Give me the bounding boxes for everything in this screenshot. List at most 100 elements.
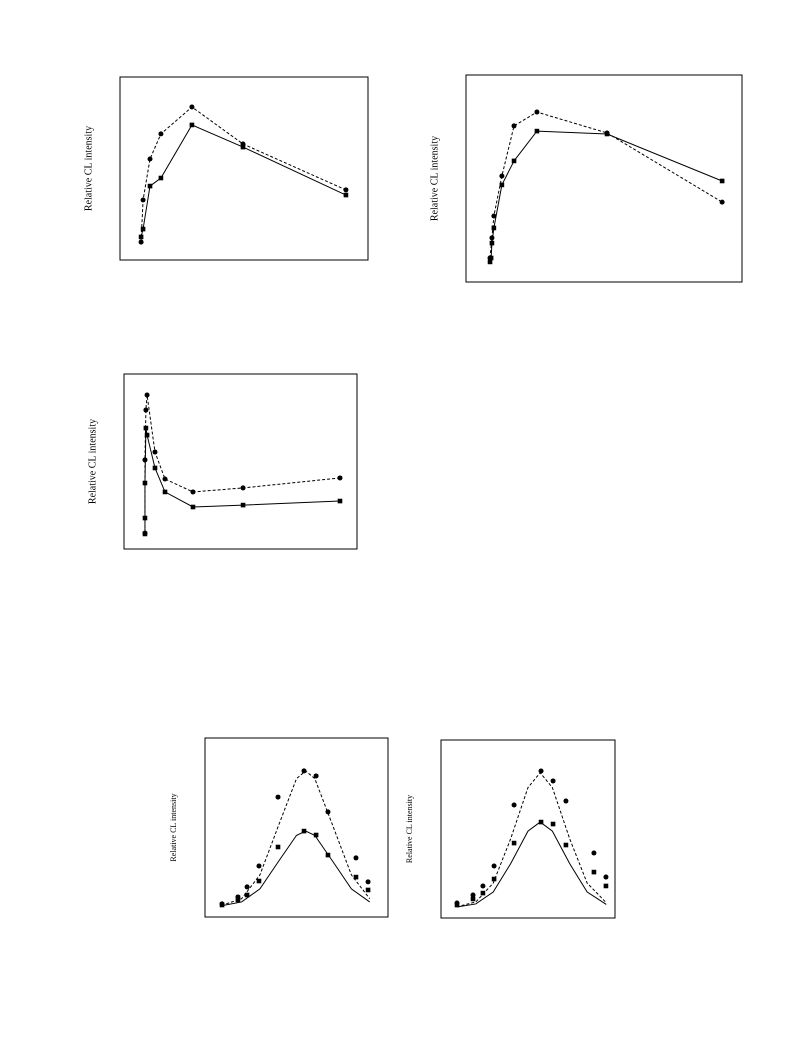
data-point <box>190 504 196 510</box>
y-axis-label: Relative CL intensity <box>83 126 94 211</box>
data-point <box>491 863 497 869</box>
data-point <box>480 890 486 896</box>
data-point <box>138 239 144 245</box>
data-point <box>142 480 148 486</box>
data-point <box>365 887 371 893</box>
series-line <box>456 821 607 908</box>
data-point <box>143 407 149 413</box>
data-point <box>219 902 225 908</box>
data-point <box>144 392 150 398</box>
data-point <box>189 122 195 128</box>
series-line <box>144 427 341 534</box>
chart: Relative CL intensity <box>405 739 616 919</box>
data-point <box>189 104 195 110</box>
data-point <box>591 850 597 856</box>
data-point <box>158 131 164 137</box>
data-point <box>591 869 597 875</box>
plot-frame <box>119 76 369 261</box>
chart: Relative CL intensity <box>83 76 369 261</box>
data-point <box>550 821 556 827</box>
data-point <box>140 197 146 203</box>
chart: Relative CL intensity <box>429 74 743 283</box>
data-point <box>244 884 250 890</box>
data-point <box>313 832 319 838</box>
data-point <box>240 485 246 491</box>
data-point <box>480 883 486 889</box>
data-point <box>301 768 307 774</box>
data-point <box>256 863 262 869</box>
data-point <box>235 897 241 903</box>
data-point <box>343 187 349 193</box>
data-point <box>325 809 331 815</box>
data-point <box>487 259 493 265</box>
data-point <box>470 896 476 902</box>
data-point <box>325 852 331 858</box>
data-point <box>190 489 196 495</box>
data-point <box>719 178 725 184</box>
data-point <box>499 182 505 188</box>
plot-frame <box>204 737 389 918</box>
data-point <box>152 449 158 455</box>
y-axis-label: Relative CL intensity <box>87 419 98 504</box>
data-point <box>603 874 609 880</box>
data-point <box>138 234 144 240</box>
series-line <box>221 830 370 907</box>
data-point <box>142 515 148 521</box>
data-point <box>275 794 281 800</box>
data-point <box>603 883 609 889</box>
series-line <box>489 130 723 263</box>
data-point <box>534 109 540 115</box>
data-point <box>489 235 495 241</box>
data-point <box>147 156 153 162</box>
data-point <box>162 489 168 495</box>
data-point <box>511 123 517 129</box>
data-point <box>550 778 556 784</box>
data-point <box>454 902 460 908</box>
data-point <box>143 425 149 431</box>
data-point <box>499 173 505 179</box>
series-line <box>140 106 347 243</box>
data-point <box>491 876 497 882</box>
data-point <box>491 213 497 219</box>
data-point <box>604 130 610 136</box>
data-point <box>538 819 544 825</box>
data-point <box>563 842 569 848</box>
data-point <box>313 773 319 779</box>
data-point <box>337 498 343 504</box>
chart: Relative CL intensity <box>169 737 389 918</box>
data-point <box>256 878 262 884</box>
data-point <box>487 255 493 261</box>
data-point <box>144 432 150 438</box>
y-axis-label: Relative CL intensity <box>429 136 440 221</box>
data-point <box>353 874 359 880</box>
series-line <box>489 111 723 259</box>
chart: Relative CL intensity <box>87 373 358 550</box>
data-point <box>240 144 246 150</box>
plot-frame <box>465 74 743 283</box>
data-point <box>365 879 371 885</box>
data-point <box>140 226 146 232</box>
data-point <box>353 855 359 861</box>
y-axis-label: Relative CL intensity <box>405 795 414 863</box>
data-point <box>158 175 164 181</box>
data-point <box>240 502 246 508</box>
data-point <box>511 840 517 846</box>
data-point <box>470 892 476 898</box>
data-point <box>511 158 517 164</box>
data-point <box>152 465 158 471</box>
data-point <box>147 183 153 189</box>
series-line <box>221 770 371 906</box>
plot-frame <box>440 739 616 919</box>
data-point <box>511 802 517 808</box>
data-point <box>337 475 343 481</box>
y-axis-label: Relative CL intensity <box>169 793 178 861</box>
data-point <box>719 199 725 205</box>
data-point <box>538 768 544 774</box>
series-line <box>144 394 341 534</box>
data-point <box>563 798 569 804</box>
data-point <box>534 128 540 134</box>
data-point <box>491 225 497 231</box>
data-point <box>275 844 281 850</box>
plot-frame <box>123 373 358 550</box>
